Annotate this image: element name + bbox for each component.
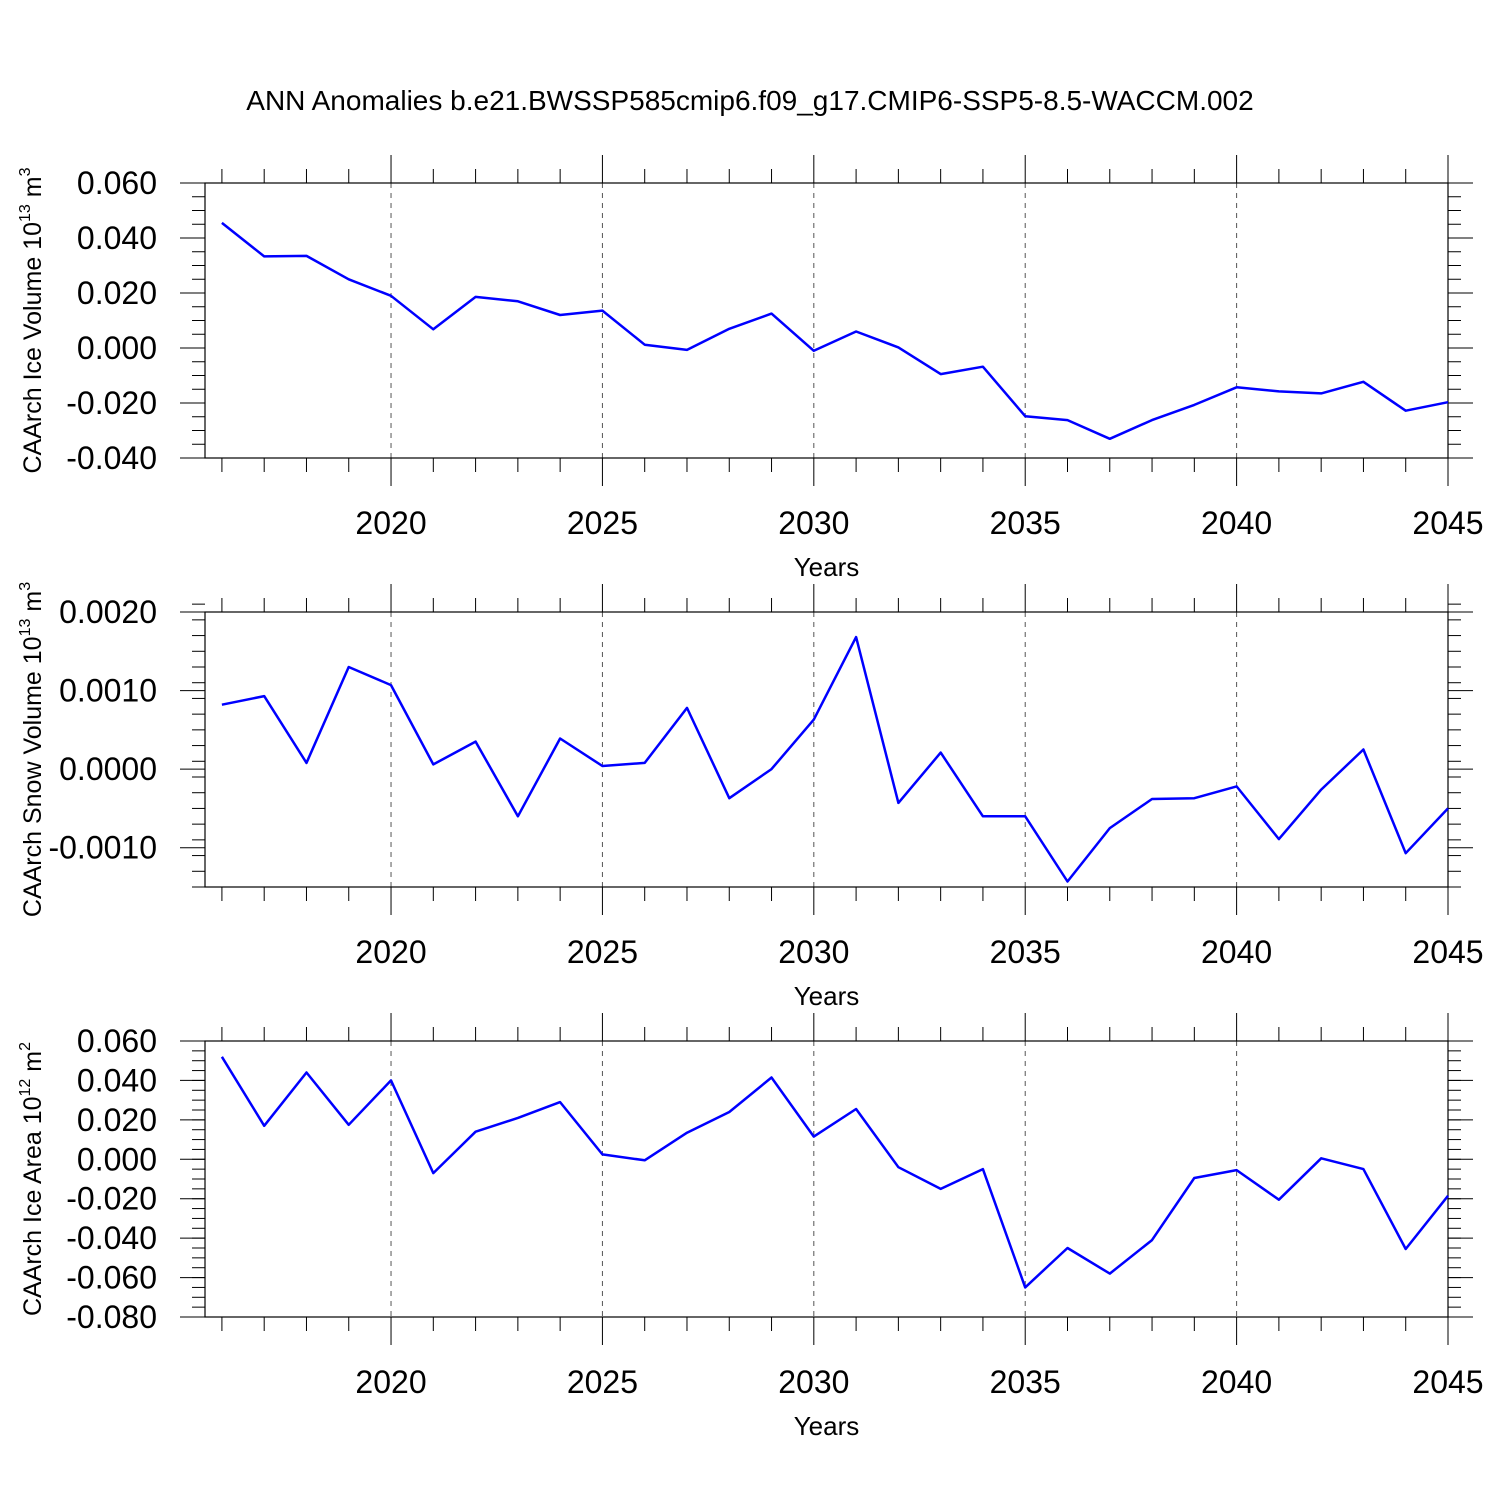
x-axis-label: Years xyxy=(794,981,860,1011)
y-tick-label: 0.0010 xyxy=(59,673,157,709)
y-tick-label: 0.000 xyxy=(77,1141,157,1177)
y-axis-label-superscript: 3 xyxy=(17,167,34,176)
y-tick-label: 0.060 xyxy=(77,1023,157,1059)
x-axis-label: Years xyxy=(794,1411,860,1441)
y-axis-label-part: CAArch Snow Volume 10 xyxy=(19,636,47,917)
y-axis-label-part: m xyxy=(19,176,47,197)
y-tick-label: -0.020 xyxy=(66,385,157,421)
x-tick-label: 2020 xyxy=(355,505,426,541)
x-tick-label: 2025 xyxy=(567,934,638,970)
y-axis-label-superscript: 13 xyxy=(17,204,34,222)
x-tick-label: 2030 xyxy=(778,1364,849,1400)
y-axis-label-superscript: 13 xyxy=(17,619,34,637)
y-axis-label: CAArch Ice Area 1012 m2 xyxy=(17,1042,47,1316)
series-line xyxy=(221,221,1449,441)
plot-frame xyxy=(204,611,1449,888)
x-tick-label: 2045 xyxy=(1412,934,1483,970)
chart-panel-2: 0.0020 0.0010 0.0000 -0.0010 2020 2025 2030 203… xyxy=(17,582,1484,1011)
x-tick-label: 2025 xyxy=(567,1364,638,1400)
y-axis-label: CAArch Snow Volume 1013 m3 xyxy=(17,582,47,917)
x-tick-label: 2020 xyxy=(355,934,426,970)
y-tick-label: -0.0010 xyxy=(48,830,157,866)
y-tick-label: 0.020 xyxy=(77,1102,157,1138)
y-tick-label: 0.040 xyxy=(77,220,157,256)
x-tick-label: 2040 xyxy=(1201,934,1272,970)
x-tick-label: 2045 xyxy=(1412,505,1483,541)
x-tick-label: 2035 xyxy=(990,934,1061,970)
y-tick-label: 0.040 xyxy=(77,1062,157,1098)
x-tick-label: 2030 xyxy=(778,505,849,541)
figure-title: ANN Anomalies b.e21.BWSSP585cmip6.f09_g1… xyxy=(246,85,1253,116)
y-axis-label-part: m xyxy=(19,591,47,612)
y-axis-label: CAArch Ice Volume 1013 m3 xyxy=(17,167,47,473)
y-tick-label: -0.040 xyxy=(66,1220,157,1256)
y-tick-label: -0.040 xyxy=(66,440,157,476)
x-tick-label: 2035 xyxy=(990,1364,1061,1400)
y-axis-label-part: CAArch Ice Volume 10 xyxy=(19,222,47,474)
y-tick-label: 0.0000 xyxy=(59,751,157,787)
series-line xyxy=(220,1056,1449,1289)
y-tick-label: -0.020 xyxy=(66,1181,157,1217)
x-tick-label: 2020 xyxy=(355,1364,426,1400)
y-tick-label: 0.060 xyxy=(77,165,157,201)
y-axis-label-superscript: 3 xyxy=(17,582,34,591)
y-tick-label: -0.060 xyxy=(66,1260,157,1296)
y-axis-label-part: CAArch Ice Area 10 xyxy=(19,1096,47,1316)
y-tick-label: 0.020 xyxy=(77,275,157,311)
y-tick-label: 0.0020 xyxy=(59,594,157,630)
y-axis-label-superscript: 2 xyxy=(17,1042,34,1051)
series-line xyxy=(221,635,1449,883)
y-tick-label: 0.000 xyxy=(77,330,157,366)
chart-panel-1: 0.060 0.040 0.020 0.000 -0.020 -0.040 2020 2025… xyxy=(17,155,1484,582)
x-axis-label: Years xyxy=(794,552,860,582)
x-tick-label: 2025 xyxy=(567,505,638,541)
y-axis-label-part: m xyxy=(19,1051,47,1072)
x-tick-label: 2030 xyxy=(778,934,849,970)
x-tick-label: 2045 xyxy=(1412,1364,1483,1400)
y-tick-label: -0.080 xyxy=(66,1299,157,1335)
x-tick-label: 2040 xyxy=(1201,1364,1272,1400)
x-tick-label: 2040 xyxy=(1201,505,1272,541)
y-axis-label-superscript: 12 xyxy=(17,1079,34,1097)
x-tick-label: 2035 xyxy=(990,505,1061,541)
